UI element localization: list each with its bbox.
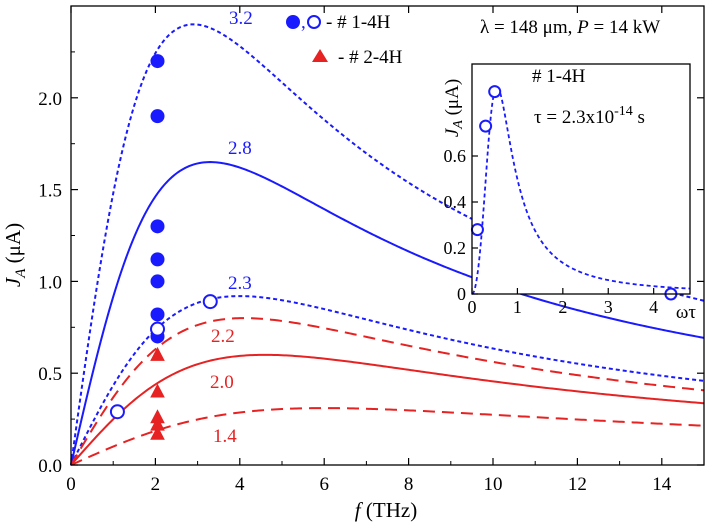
curve-label-3.2: 3.2 (229, 8, 253, 29)
y-axis-label: JA (μA) (1, 223, 29, 287)
x-tick-label: 10 (484, 474, 503, 495)
x-tick-label: 4 (235, 474, 245, 495)
x-tick-label: 14 (652, 474, 672, 495)
curve-label-2.0: 2.0 (210, 372, 234, 393)
inset-model-curve (471, 86, 691, 295)
main-axis-ticks: 0 2 4 6 8 10 12 140.00.51.01.52.0 (38, 6, 705, 495)
inset-y-tick-label: 0.4 (444, 192, 467, 212)
data-point (150, 274, 165, 289)
inset-x-tick-label: 3 (604, 297, 613, 317)
curve-label-2.2: 2.2 (211, 326, 235, 347)
y-tick-label: 0.0 (38, 456, 62, 477)
main-curves (70, 23, 705, 466)
curve-label-2.3: 2.3 (228, 273, 252, 294)
inset-x-tick-label: 2 (558, 297, 567, 317)
data-point (150, 252, 165, 267)
data-point (488, 85, 502, 99)
curve-2.2 (70, 317, 705, 466)
inset-axis-ticks: 0 1 2 3 4 0 0.2 0.4 0.6 (444, 146, 659, 317)
data-point (150, 425, 165, 440)
data-point (150, 383, 165, 398)
data-point (150, 219, 165, 234)
conditions-label: λ = 148 μm, P = 14 kW (480, 17, 660, 38)
inset-panel-background (472, 64, 690, 294)
curve-3.2 (70, 23, 705, 466)
inset-x-tick-label: 0 (468, 297, 477, 317)
legend-label-2-4h: - # 2-4H (338, 47, 403, 68)
x-tick-label: 8 (404, 474, 414, 495)
data-point (109, 404, 125, 420)
curve-2.8 (70, 161, 705, 466)
inset-curve (471, 86, 691, 295)
curve-2.0 (70, 353, 705, 466)
inset-y-tick-label: 0.6 (444, 146, 467, 166)
legend: , - # 1-4H - # 2-4H (286, 12, 403, 68)
data-point (150, 416, 165, 431)
legend-triangle-marker (312, 49, 328, 62)
curve-label-1.4: 1.4 (213, 426, 237, 447)
y-tick-label: 0.5 (38, 364, 62, 385)
inset-y-axis-label: JA (μA) (442, 79, 466, 137)
inset-tau-label: τ = 2.3x10-14 s (534, 104, 645, 128)
inset-title: # 1-4H (532, 66, 586, 87)
legend-comma: , (301, 12, 306, 33)
curve-label-2.8: 2.8 (228, 138, 252, 159)
x-axis-label: f (THz) (355, 498, 417, 522)
x-tick-label: 2 (151, 474, 161, 495)
y-tick-label: 1.0 (38, 272, 62, 293)
data-point (479, 119, 493, 133)
x-tick-label: 6 (319, 474, 329, 495)
x-tick-label: 12 (568, 474, 587, 495)
y-tick-label: 2.0 (38, 89, 62, 110)
legend-open-circle-marker (307, 15, 321, 29)
data-point (150, 409, 165, 424)
y-tick-label: 1.5 (38, 181, 62, 202)
curve-2.3 (70, 295, 705, 466)
data-point (150, 346, 165, 361)
data-point (202, 294, 218, 310)
data-point (470, 223, 484, 237)
data-point (150, 54, 165, 69)
inset-plot-frame (471, 63, 691, 295)
inset-x-tick-label: 4 (649, 297, 658, 317)
curve-1.4 (70, 407, 705, 466)
x-tick-label: 0 (66, 474, 76, 495)
inset-x-tick-label: 1 (513, 297, 522, 317)
data-point (150, 109, 165, 124)
main-data-points (109, 54, 218, 440)
inset-y-tick-label: 0 (457, 284, 466, 304)
inset-x-axis-label: ωτ (676, 302, 697, 323)
inset-y-tick-label: 0.2 (444, 238, 467, 258)
legend-filled-circle-marker (286, 15, 300, 29)
legend-label-1-4h: - # 1-4H (326, 12, 391, 33)
data-point (150, 321, 166, 337)
data-point (150, 307, 165, 322)
